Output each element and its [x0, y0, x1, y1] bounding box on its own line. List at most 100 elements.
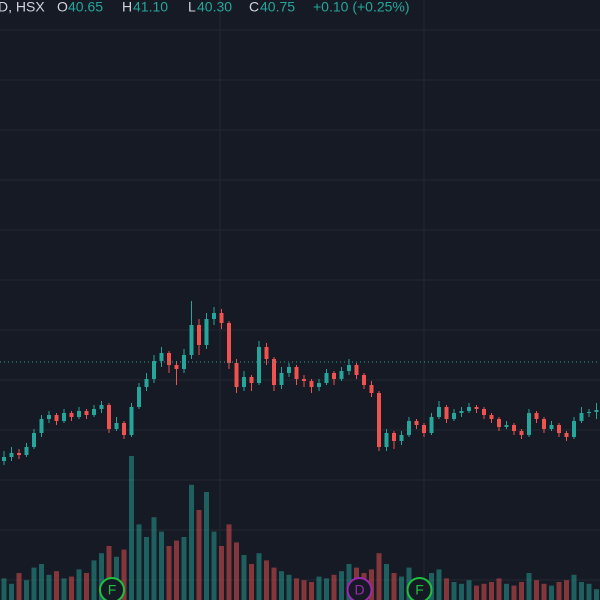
- volume-bar: [474, 585, 479, 600]
- grid: [0, 29, 600, 581]
- volume-bar: [286, 574, 292, 600]
- volume-bar: [586, 583, 592, 600]
- volume-pane: [1, 456, 599, 600]
- volume-bar: [504, 583, 509, 600]
- volume-bar: [594, 589, 599, 600]
- candle-body: [542, 419, 546, 429]
- candle-body: [137, 387, 141, 407]
- candle-body: [407, 421, 411, 435]
- candle-body: [279, 373, 284, 385]
- event-label: F: [415, 582, 424, 598]
- volume-bar: [196, 510, 202, 600]
- volume-bar: [331, 574, 337, 600]
- candle-body: [302, 379, 306, 381]
- volume-bar: [211, 531, 217, 600]
- volume-bar: [84, 573, 89, 600]
- candle-body: [369, 385, 374, 393]
- event-marker: [99, 577, 125, 600]
- volume-bar: [511, 585, 517, 600]
- candle-body: [264, 347, 269, 359]
- volume-bar: [31, 567, 37, 600]
- volume-bar: [136, 524, 142, 600]
- candle-body: [512, 425, 516, 431]
- candle-body: [384, 433, 389, 447]
- candle-body: [557, 425, 561, 433]
- volume-bar: [541, 583, 547, 600]
- volume-bar: [391, 573, 397, 600]
- candle-body: [107, 405, 111, 429]
- volume-bar: [444, 578, 449, 600]
- candle-body: [144, 379, 149, 387]
- candle-body: [347, 365, 351, 371]
- candle-body: [459, 411, 464, 413]
- candle-body: [84, 411, 89, 415]
- volume-bar: [549, 585, 554, 600]
- volume-bar: [24, 580, 29, 600]
- volume-bar: [369, 569, 374, 600]
- volume-bar: [181, 537, 187, 600]
- candle-body: [474, 407, 479, 409]
- volume-bar: [571, 574, 577, 600]
- candle-body: [219, 313, 224, 323]
- candle-body: [159, 353, 164, 361]
- volume-bar: [519, 582, 524, 600]
- candle-body: [92, 409, 96, 415]
- volume-bar: [144, 537, 149, 600]
- volume-bar: [579, 582, 584, 600]
- candle-body: [392, 433, 396, 441]
- candle-body: [122, 423, 126, 435]
- candle-body: [189, 325, 194, 355]
- candle-body: [519, 431, 524, 435]
- candle-body: [2, 457, 6, 461]
- candle-body: [414, 421, 419, 425]
- candle-body: [482, 409, 486, 415]
- candle-body: [594, 410, 599, 412]
- low-value: 40.30: [197, 0, 232, 15]
- low-label: L: [188, 0, 196, 15]
- volume-bar: [249, 564, 254, 600]
- candle-body: [197, 325, 201, 345]
- close-label: C: [249, 0, 259, 15]
- change: +0.10 (+0.25%): [313, 0, 410, 15]
- volume-bar: [99, 553, 104, 600]
- volume-bar: [159, 531, 164, 600]
- candle-body: [77, 411, 81, 417]
- candle-body: [489, 415, 494, 419]
- high-value: 41.10: [133, 0, 168, 15]
- volume-bar: [121, 549, 127, 600]
- volume-bar: [339, 571, 344, 600]
- candle-body: [317, 383, 321, 387]
- candle-body: [437, 407, 441, 417]
- volume-bar: [301, 580, 307, 600]
- candle-body: [167, 353, 171, 365]
- volume-bar: [279, 571, 284, 600]
- candle-body: [242, 377, 246, 387]
- volume-bar: [106, 546, 112, 600]
- volume-bar: [264, 560, 269, 600]
- candle-body: [399, 435, 404, 441]
- candle-body: [497, 419, 501, 427]
- candle-body: [332, 373, 336, 379]
- candle-body: [587, 412, 591, 413]
- candle-body: [32, 433, 36, 447]
- volume-bar: [91, 560, 97, 600]
- candle-body: [549, 425, 554, 429]
- candle-body: [234, 363, 239, 387]
- volume-bar: [496, 578, 502, 600]
- volume-bar: [61, 578, 67, 600]
- candle-body: [444, 407, 449, 419]
- candle-body: [129, 407, 134, 435]
- event-marker: [406, 577, 433, 600]
- candle-body: [527, 413, 531, 435]
- candle-body: [249, 377, 254, 383]
- header: D, HSX O 40.65 H 41.10 L 40.30 C 40.75 +…: [0, 0, 410, 15]
- volume-bar: [526, 573, 532, 600]
- candle-body: [467, 407, 471, 411]
- event-marker: [346, 577, 373, 600]
- volume-bar: [459, 583, 464, 600]
- volume-bar: [399, 576, 404, 600]
- volume-bar: [534, 580, 539, 600]
- volume-bar: [556, 582, 562, 600]
